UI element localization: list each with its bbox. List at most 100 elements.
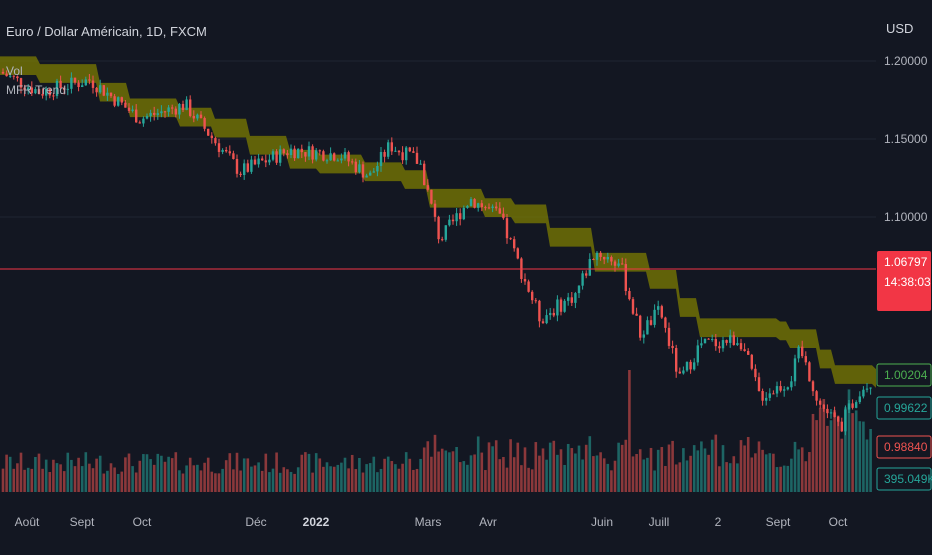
candle-body bbox=[505, 218, 509, 239]
volume-bar bbox=[30, 468, 34, 492]
candle-body bbox=[455, 213, 458, 222]
candle-body bbox=[538, 300, 541, 322]
candle-body bbox=[189, 99, 192, 116]
volume-bar bbox=[235, 452, 239, 492]
volume-bar bbox=[282, 467, 286, 492]
time-axis-label: Sept bbox=[70, 515, 95, 529]
candle-body bbox=[768, 393, 771, 398]
candle-body bbox=[657, 306, 660, 310]
candle-body bbox=[660, 306, 663, 318]
candle-body bbox=[343, 152, 347, 159]
candle-body bbox=[358, 164, 361, 173]
volume-bar bbox=[365, 464, 368, 492]
volume-bar bbox=[170, 458, 174, 492]
volume-indicator-label[interactable]: Vol bbox=[6, 64, 23, 78]
candle-body bbox=[703, 338, 707, 344]
candle-body bbox=[613, 261, 617, 266]
candle-body bbox=[253, 159, 257, 165]
candle-body bbox=[649, 320, 653, 325]
candle-body bbox=[783, 389, 786, 391]
volume-bar bbox=[610, 470, 613, 492]
candle-body bbox=[581, 273, 584, 286]
candle-body bbox=[138, 122, 141, 124]
candle-body bbox=[372, 171, 375, 173]
volume-bar bbox=[505, 467, 509, 492]
volume-bar bbox=[300, 454, 304, 492]
volume-bar bbox=[545, 459, 548, 492]
volume-bar bbox=[192, 465, 196, 492]
volume-bar bbox=[595, 455, 599, 492]
candle-body bbox=[243, 163, 246, 175]
volume-bar bbox=[563, 464, 566, 492]
volume-bar bbox=[314, 453, 318, 492]
volume-bar bbox=[469, 455, 473, 492]
candle-body bbox=[156, 113, 159, 115]
volume-bar bbox=[714, 434, 718, 492]
volume-bar bbox=[257, 462, 260, 492]
candle-body bbox=[318, 150, 321, 152]
volume-bar bbox=[304, 452, 307, 492]
price-scale-ticks: 1.20000 1.15000 1.10000 bbox=[884, 54, 928, 224]
volume-bar bbox=[624, 439, 628, 492]
candle-body bbox=[48, 89, 51, 96]
candle-body bbox=[491, 206, 494, 208]
price-tick-label: 1.15000 bbox=[884, 132, 928, 146]
candle-body bbox=[41, 94, 44, 96]
mfr-trend-indicator-label[interactable]: MFR Trend bbox=[6, 83, 67, 97]
volume-bar bbox=[379, 468, 383, 492]
candle-body bbox=[23, 87, 26, 91]
volume-bar bbox=[386, 456, 390, 492]
candle-body bbox=[790, 381, 793, 388]
candle-body bbox=[88, 79, 91, 81]
candle-body bbox=[37, 89, 41, 95]
candle-body bbox=[862, 389, 865, 397]
volume-bar bbox=[772, 453, 775, 492]
candle-body bbox=[239, 173, 242, 175]
candle-body bbox=[9, 75, 12, 77]
volume-bar bbox=[66, 452, 70, 492]
candle-body bbox=[675, 348, 678, 372]
candle-body bbox=[167, 107, 170, 112]
candle-body bbox=[459, 213, 462, 220]
volume-bar bbox=[466, 464, 469, 492]
volume-bar bbox=[804, 461, 808, 492]
volume-bar bbox=[91, 468, 95, 492]
volume-bar bbox=[325, 462, 329, 492]
volume-bar bbox=[808, 452, 811, 492]
candle-body bbox=[131, 109, 134, 111]
volume-bar bbox=[620, 444, 624, 492]
candle-body bbox=[379, 152, 383, 167]
volume-bar bbox=[361, 472, 365, 492]
volume-bar bbox=[829, 420, 833, 492]
volume-bar bbox=[221, 468, 224, 492]
volume-bar bbox=[833, 410, 836, 492]
candle-body bbox=[73, 77, 77, 83]
volume-bar bbox=[242, 458, 246, 492]
candle-body bbox=[577, 285, 581, 294]
candle-body bbox=[545, 315, 548, 324]
volume-bar bbox=[685, 460, 689, 492]
time-axis[interactable]: Août Sept Oct Déc 2022 Mars Avr Juin Juill 2 Sept O… bbox=[15, 515, 848, 529]
candle-body bbox=[477, 203, 480, 208]
candle-body bbox=[484, 207, 487, 209]
volume-bar bbox=[592, 456, 595, 492]
volume-bar bbox=[142, 454, 145, 492]
volume-bar bbox=[840, 438, 844, 492]
volume-bar bbox=[836, 415, 840, 492]
candle-body bbox=[671, 345, 674, 349]
volume-bar bbox=[318, 458, 322, 492]
volume-bar bbox=[163, 461, 167, 492]
candle-body bbox=[117, 97, 120, 106]
candle-body bbox=[642, 334, 645, 338]
volume-bar bbox=[541, 448, 545, 492]
volume-badge bbox=[876, 467, 932, 491]
candle-body bbox=[685, 361, 689, 371]
candle-body bbox=[250, 159, 253, 172]
candle-body bbox=[534, 300, 537, 302]
symbol-title[interactable]: Euro / Dollar Américain, 1D, FXCM bbox=[6, 24, 207, 39]
candle-body bbox=[646, 320, 649, 335]
candle-body bbox=[365, 175, 368, 178]
candle-body bbox=[754, 368, 757, 378]
